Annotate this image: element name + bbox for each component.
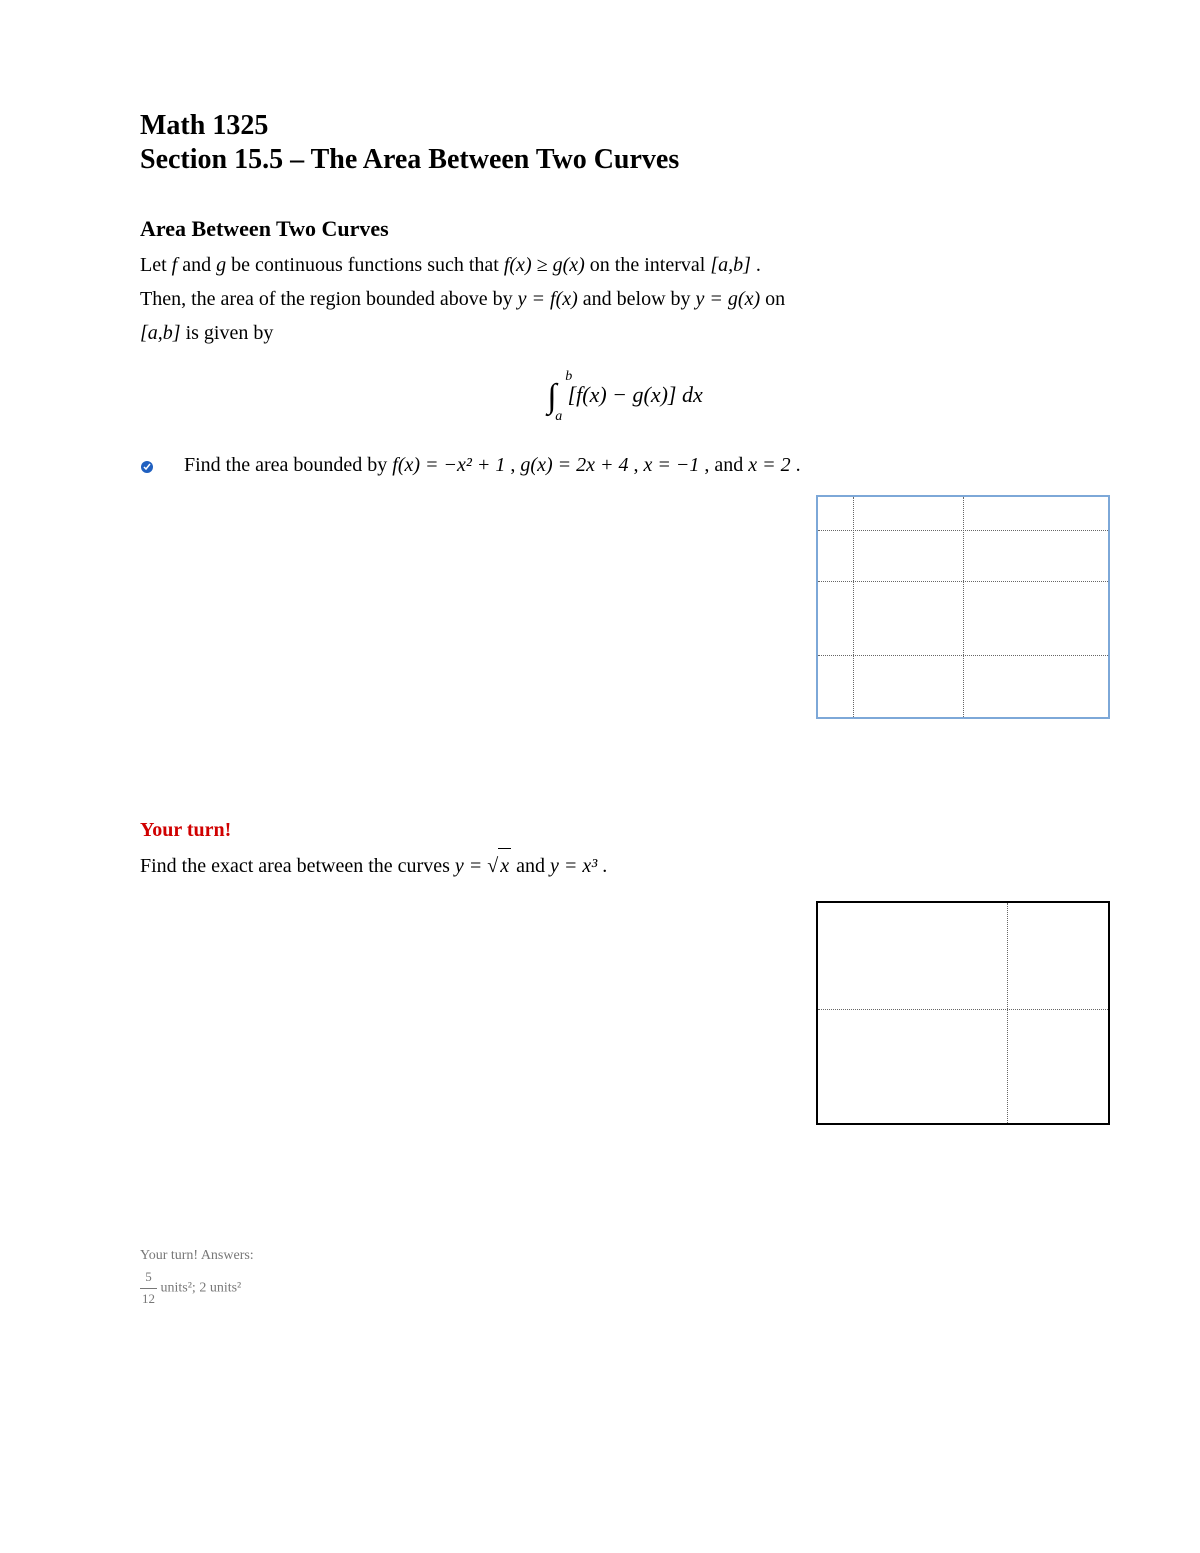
integral-lower-bound: a [555,410,562,424]
text-fragment: and [182,254,216,276]
text-fragment: Find the area bounded by [184,454,392,476]
grid-line-vertical [963,497,964,717]
math-interval: [a,b] [710,254,751,276]
answers-section: Your turn! Answers: 5 12 units²; 2 units… [140,1245,1110,1310]
text-fragment: on the interval [590,254,711,276]
answer-1-units: units²; [161,1281,200,1296]
math-condition: f(x) ≥ g(x) [504,254,585,276]
definition-paragraph: Let f and g be continuous functions such… [140,248,1110,350]
fraction-numerator: 5 [140,1267,157,1289]
math-fx: f(x) = −x² + 1 [392,454,505,476]
your-turn-label: Your turn! [140,819,1110,842]
your-turn-prompt: Find the exact area between the curves y… [140,848,1110,883]
integral-upper-bound: b [565,370,572,384]
text-fragment: Find the exact area between the curves [140,855,455,877]
example-row: Find the area bounded by f(x) = −x² + 1 … [140,454,1110,719]
math-interval-2: [a,b] [140,322,181,344]
fraction-denominator: 12 [140,1289,157,1310]
text-fragment: . [796,454,801,476]
answer-2: 2 units² [199,1281,241,1296]
math-yx3: y = x³ [550,855,597,877]
text-fragment: and below by [583,288,696,310]
math-g: g [216,254,226,276]
text-fragment: , [633,454,643,476]
text-fragment: Then, the area of the region bounded abo… [140,288,518,310]
integral-sign: b ∫ a [547,380,556,414]
fraction: 5 12 [140,1267,157,1310]
answers-heading: Your turn! Answers: [140,1245,1110,1267]
integral-formula: b ∫ a [f(x) − g(x)] dx [140,380,1110,414]
text-fragment: and [516,855,550,877]
text-fragment: , [510,454,520,476]
text-fragment: Let [140,254,172,276]
answers-line: 5 12 units²; 2 units² [140,1267,1110,1310]
math-gx: g(x) = 2x + 4 [520,454,628,476]
course-title: Math 1325 [140,110,1110,142]
integrand: [f(x) − g(x)] dx [568,382,703,407]
example-graph [816,495,1110,719]
subsection-heading: Area Between Two Curves [140,216,1110,242]
math-ygx: y = g(x) [696,288,761,310]
section-heading: Section 15.5 – The Area Between Two Curv… [140,144,1110,176]
radicand: x [498,848,511,883]
math-yfx: y = f(x) [518,288,578,310]
grid-line-vertical [1007,903,1008,1123]
your-turn-graph [816,901,1110,1125]
example-prompt: Find the area bounded by f(x) = −x² + 1 … [184,454,1110,477]
math-x1: x = −1 [643,454,699,476]
grid-line-vertical [853,497,854,717]
text-fragment: . [756,254,761,276]
math-ysqrtx: y = √x [455,855,516,877]
text-fragment: y = [455,855,487,877]
text-fragment: is given by [186,322,274,344]
text-fragment: on [765,288,785,310]
math-f: f [172,254,178,276]
grid-line-horizontal [818,1009,1108,1010]
document-page: Math 1325 Section 15.5 – The Area Betwee… [0,0,1200,1350]
bullet-icon [140,460,154,474]
text-fragment: , and [704,454,748,476]
text-fragment: be continuous functions such that [231,254,504,276]
math-x2: x = 2 [748,454,790,476]
text-fragment: . [602,855,607,877]
